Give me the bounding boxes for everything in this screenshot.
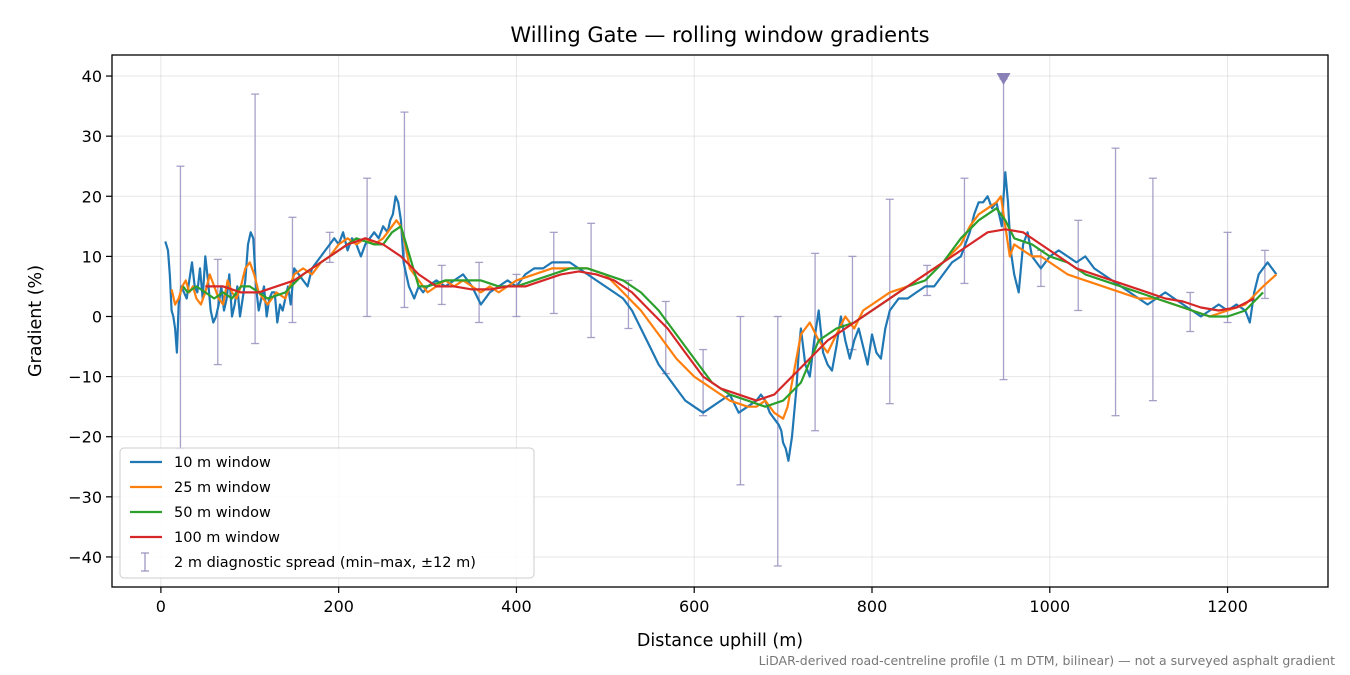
series-line-1 [170, 195, 1278, 420]
errorbar [773, 315, 782, 567]
legend-label-25m: 25 m window [174, 480, 271, 496]
footnote: LiDAR-derived road-centreline profile (1… [759, 653, 1335, 668]
legend-box [119, 447, 535, 579]
x-axis-title: Distance uphill (m) [637, 631, 803, 651]
errorbar [251, 93, 260, 345]
errorbar [960, 177, 969, 285]
legend-label-errorbar: 2 m diagnostic spread (min–max, ±12 m) [174, 555, 476, 571]
y-tick-label: 10 [82, 247, 102, 266]
errorbar [288, 216, 297, 324]
errorbar [885, 198, 894, 405]
plot-frame [111, 54, 1329, 588]
x-tick-label: 600 [679, 597, 710, 616]
grid-lines [112, 55, 1328, 587]
errorbar [736, 315, 745, 486]
peak-marker-group [996, 73, 1011, 86]
errorbar [587, 222, 596, 339]
errorbar [1074, 219, 1083, 312]
legend-swatch-errorbar [141, 552, 149, 572]
errorbar [400, 111, 409, 309]
errorbar [923, 264, 932, 297]
x-tick-label: 1000 [1029, 597, 1070, 616]
errorbar [363, 177, 372, 318]
y-tick-label: −40 [68, 548, 102, 567]
errorbar [1186, 291, 1195, 333]
legend: 10 m window 25 m window 50 m window 100 … [119, 447, 535, 579]
errorbar [1223, 231, 1232, 324]
y-tick-label: −10 [68, 368, 102, 387]
errorbar-series [176, 78, 1269, 567]
errorbar [1148, 177, 1157, 402]
x-tick-label: 200 [323, 597, 354, 616]
errorbar [1260, 249, 1269, 300]
y-tick-label: −20 [68, 428, 102, 447]
chart-title: Willing Gate — rolling window gradients [510, 23, 929, 47]
series-line-3 [205, 228, 1255, 402]
y-tick-label: 0 [92, 307, 102, 326]
line-series-group [164, 171, 1278, 462]
x-tick-label: 800 [857, 597, 888, 616]
x-tick-label: 1200 [1207, 597, 1248, 616]
series-line-0 [164, 171, 1278, 462]
x-tick-label: 400 [501, 597, 532, 616]
y-tick-label: 40 [82, 67, 102, 86]
y-tick-label: 20 [82, 187, 102, 206]
axis-ticks: 0 200 400 600 800 1000 1200 −40 −30 −20 −10 0 10 20 30… [68, 67, 1248, 616]
legend-label-100m: 100 m window [174, 530, 280, 546]
legend-label-10m: 10 m window [174, 455, 271, 471]
peak-marker [996, 73, 1011, 86]
y-tick-label: −30 [68, 488, 102, 507]
x-tick-label: 0 [156, 597, 166, 616]
y-tick-label: 30 [82, 127, 102, 146]
errorbar [661, 300, 670, 375]
y-axis-title: Gradient (%) [26, 265, 46, 377]
legend-label-50m: 50 m window [174, 505, 271, 521]
